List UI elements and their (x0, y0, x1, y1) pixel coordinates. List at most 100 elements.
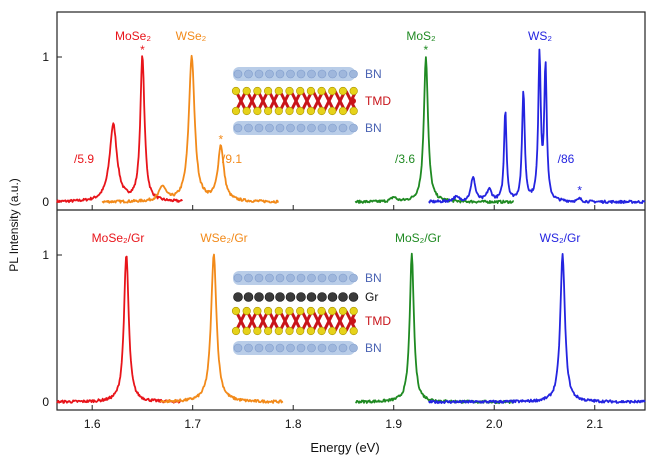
chalcogen-atom (264, 86, 273, 96)
layer-bn (233, 121, 358, 135)
graphene-atom (348, 292, 359, 302)
bn-atom (233, 69, 243, 79)
graphene-atom (285, 292, 296, 302)
series-line-wse2 (101, 54, 279, 204)
chalcogen-atom (349, 86, 358, 96)
bn-atom (307, 123, 316, 133)
bn-atom (244, 273, 253, 283)
chalcogen-atom (349, 326, 358, 336)
graphene-atom (243, 292, 254, 302)
bn-atom (296, 343, 306, 353)
series-labels: MoSe₂/5.9 WSe₂/9.1 MoS₂/3.6 WS₂/86 MoSe₂/Gr W… (74, 29, 580, 245)
bn-atom (349, 69, 358, 79)
chalcogen-atom (253, 106, 262, 116)
bn-atom (286, 343, 295, 353)
series-line-ws2gr (428, 252, 646, 405)
layer-label: Gr (365, 290, 378, 304)
bn-atom (338, 123, 348, 133)
axes-frame: 1.6 1.7 1.8 1.9 2.0 2.1 0 1 0 1 (42, 11, 646, 431)
bn-atom (244, 343, 253, 353)
layer-bn (233, 271, 358, 285)
layer-label: BN (365, 271, 382, 285)
chalcogen-atom (274, 326, 283, 336)
chalcogen-atom (338, 326, 348, 336)
metal-atom (350, 318, 356, 324)
chalcogen-atom (285, 106, 294, 116)
chalcogen-atom (274, 306, 283, 316)
bn-atom (244, 69, 253, 79)
chalcogen-atom (264, 326, 273, 336)
scale-factor-label: /3.6 (395, 152, 415, 166)
bn-atom (328, 273, 337, 283)
bn-atom (328, 123, 337, 133)
layer-label: BN (365, 121, 382, 135)
graphene-atom (264, 292, 275, 302)
chalcogen-atom (317, 106, 326, 116)
bn-atom (233, 273, 243, 283)
peak-marker-star: * (140, 43, 145, 57)
bn-atom (254, 123, 264, 133)
chalcogen-atom (306, 106, 316, 116)
bn-atom (317, 69, 327, 79)
bn-atom (233, 123, 243, 133)
x-tick-label: 2.1 (586, 417, 603, 431)
y-tick-label: 1 (42, 50, 49, 64)
chalcogen-atom (349, 106, 358, 116)
bn-atom (317, 343, 327, 353)
chalcogen-atom (317, 306, 326, 316)
chalcogen-atom (306, 86, 316, 96)
bn-atom (286, 273, 295, 283)
series-label: MoSe₂ (115, 29, 151, 43)
y-axis-label: PL Intensity (a.u.) (7, 178, 21, 272)
graphene-atom (317, 292, 327, 302)
bn-atom (286, 69, 295, 79)
bn-atom (338, 343, 348, 353)
layer-label: BN (365, 341, 382, 355)
chalcogen-atom (285, 326, 294, 336)
chalcogen-atom (242, 306, 251, 316)
peak-marker-star: * (577, 183, 582, 197)
layer-bn (233, 341, 358, 355)
chalcogen-atom (231, 86, 241, 96)
chalcogen-atom (328, 306, 337, 316)
graphene-atom (327, 292, 338, 302)
bn-atom (265, 273, 274, 283)
chalcogen-atom (306, 326, 316, 336)
series-label: MoS₂ (406, 29, 436, 43)
graphene-atom (338, 292, 348, 302)
layer-label: TMD (365, 314, 391, 328)
series-line-mos2 (354, 56, 515, 205)
graphene-atom (233, 292, 243, 302)
bn-atom (296, 123, 306, 133)
scale-factor-label: /86 (558, 152, 575, 166)
bn-atom (349, 273, 358, 283)
chalcogen-atom (317, 86, 326, 96)
bn-atom (307, 69, 316, 79)
x-axis-label: Energy (eV) (310, 440, 379, 455)
series-label: MoS₂/Gr (395, 231, 441, 245)
chalcogen-atom (264, 106, 273, 116)
chalcogen-atom (274, 86, 283, 96)
layer-label: TMD (365, 94, 391, 108)
bn-atom (254, 273, 264, 283)
chalcogen-atom (296, 306, 305, 316)
layer-tmd (231, 86, 358, 116)
chalcogen-atom (253, 86, 262, 96)
chalcogen-atom (338, 106, 348, 116)
peak-marker-star: * (218, 133, 223, 147)
chalcogen-atom (328, 326, 337, 336)
chalcogen-atom (285, 306, 294, 316)
bn-atom (275, 69, 285, 79)
chalcogen-atom (231, 106, 241, 116)
bn-atom (254, 343, 264, 353)
series-label: WSe₂/Gr (200, 231, 247, 245)
chalcogen-atom (296, 326, 305, 336)
chalcogen-atom (231, 326, 241, 336)
x-tick-label: 1.7 (184, 417, 201, 431)
bn-atom (328, 343, 337, 353)
chalcogen-atom (349, 306, 358, 316)
series-line-mose2 (56, 55, 183, 204)
bn-atom (317, 273, 327, 283)
bn-atom (338, 69, 348, 79)
chalcogen-atom (253, 326, 262, 336)
